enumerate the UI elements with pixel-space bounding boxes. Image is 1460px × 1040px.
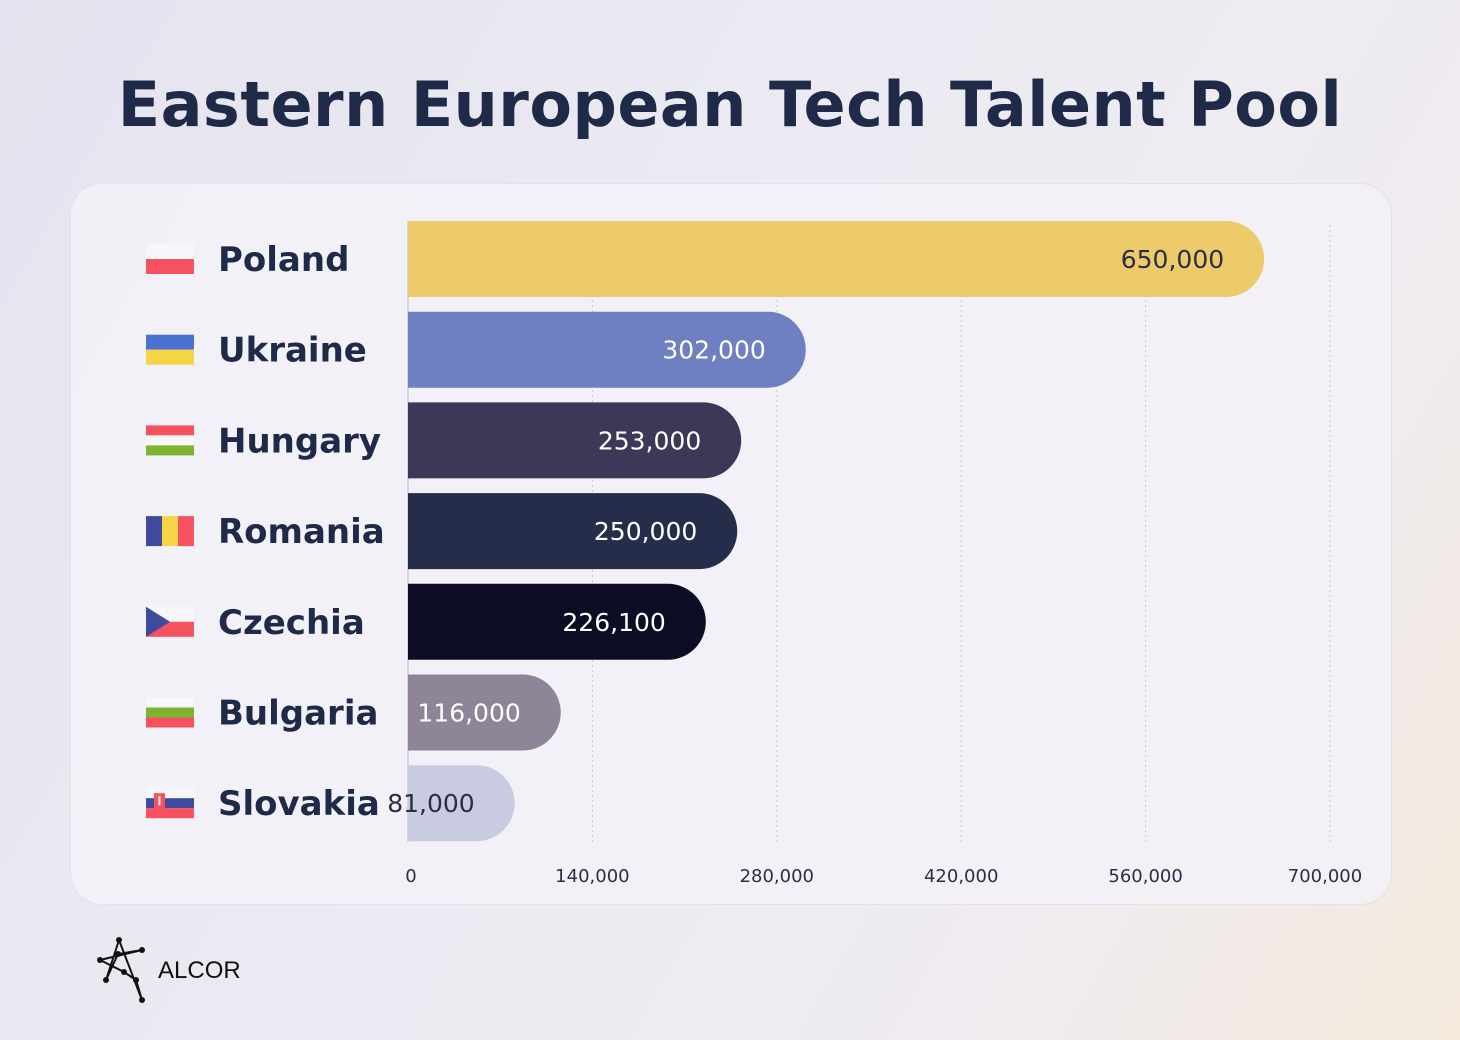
bar-bulgaria xyxy=(408,674,561,751)
category-label: Hungary xyxy=(218,421,381,461)
value-label: 650,000 xyxy=(1121,245,1224,274)
x-tick-label: 140,000 xyxy=(555,866,629,887)
logo-text: ALCOR xyxy=(158,957,241,984)
category-label: Bulgaria xyxy=(218,694,378,734)
alcor-logo-icon xyxy=(97,937,145,1003)
value-label: 302,000 xyxy=(662,336,765,365)
x-tick-label: 0 xyxy=(405,866,416,887)
alcor-logo: ALCOR xyxy=(96,934,241,1004)
bar-ukraine xyxy=(408,311,806,388)
czechia-flag-icon xyxy=(146,606,194,637)
value-label: 116,000 xyxy=(417,699,520,728)
hungary-flag-icon xyxy=(146,425,194,456)
x-tick-label: 280,000 xyxy=(740,866,814,887)
chart-title: Eastern European Tech Talent Pool xyxy=(117,68,1343,141)
value-label: 81,000 xyxy=(387,789,474,818)
bar-poland xyxy=(408,221,1265,297)
x-tick-label: 420,000 xyxy=(924,866,998,887)
category-label: Ukraine xyxy=(218,331,367,371)
value-label: 253,000 xyxy=(598,426,701,455)
value-label: 250,000 xyxy=(594,517,697,546)
category-label: Slovakia xyxy=(218,784,380,824)
category-label: Romania xyxy=(218,512,385,552)
bulgaria-flag-icon xyxy=(146,697,194,728)
x-tick-label: 560,000 xyxy=(1108,866,1182,887)
value-label: 226,100 xyxy=(562,608,665,637)
ukraine-flag-icon xyxy=(146,334,194,365)
slovakia-flag-icon xyxy=(146,788,194,819)
poland-flag-icon xyxy=(146,244,194,274)
category-label: Poland xyxy=(218,240,349,280)
bar-czechia xyxy=(408,583,706,660)
bar-romania xyxy=(408,493,738,570)
bar-slovakia xyxy=(408,765,515,842)
bar-hungary xyxy=(408,402,742,479)
x-tick-label: 700,000 xyxy=(1288,866,1362,887)
category-label: Czechia xyxy=(218,603,365,643)
romania-flag-icon xyxy=(146,516,194,547)
